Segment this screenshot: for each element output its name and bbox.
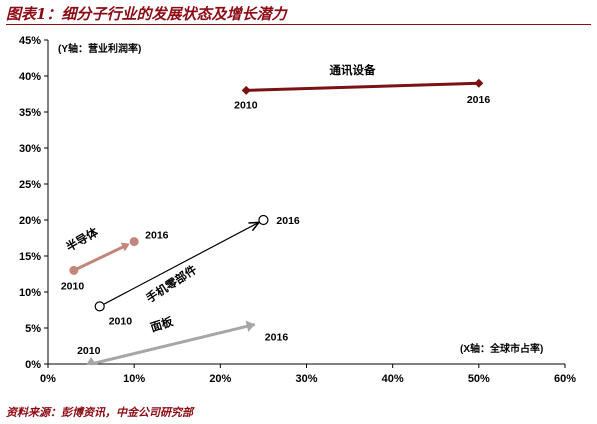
y-tick-label: 40% <box>19 71 41 83</box>
title-divider <box>6 24 591 25</box>
x-axis-label: (X轴：全球市占率) <box>460 342 543 355</box>
y-tick-label: 15% <box>19 251 41 263</box>
x-tick-label: 20% <box>209 373 231 385</box>
end-year-label: 2016 <box>276 215 300 227</box>
series-0: 2010 2016 通讯设备 <box>234 63 490 112</box>
series-line <box>73 244 125 272</box>
x-tick-label: 10% <box>123 373 145 385</box>
start-point-marker <box>241 85 251 95</box>
end-year-label: 2016 <box>145 230 169 242</box>
chart-series-layer: 2010 2016通讯设备20102016半导体20102016手机零部件2010… <box>61 63 490 366</box>
x-tick-label: 60% <box>554 373 576 385</box>
start-point-marker <box>86 357 97 365</box>
series-line <box>90 322 256 366</box>
start-year-label: 2010 <box>234 99 258 111</box>
series-name-label: 面板 <box>149 314 176 335</box>
y-tick-label: 10% <box>19 287 41 299</box>
y-tick-label: 0% <box>25 359 41 371</box>
end-point-marker <box>129 237 139 247</box>
x-tick-label: 30% <box>295 373 317 385</box>
series-1: 2010 2016 半导体 <box>61 225 169 293</box>
series-line <box>246 81 479 92</box>
x-tick-label: 50% <box>468 373 490 385</box>
end-point-marker <box>474 78 484 88</box>
end-year-label: 2016 <box>265 331 289 343</box>
y-tick-label: 5% <box>25 323 41 335</box>
end-point-marker <box>258 214 269 226</box>
end-year-label: 2016 <box>467 94 491 106</box>
y-axis-label: (Y轴：营业利润率) <box>58 42 141 55</box>
end-point-marker <box>245 320 255 333</box>
series-line <box>103 222 259 305</box>
start-point-marker <box>69 265 79 275</box>
start-point-marker <box>94 301 105 312</box>
y-tick-label: 30% <box>19 143 41 155</box>
arrowhead <box>120 242 130 252</box>
y-tick-label: 45% <box>19 35 41 47</box>
start-year-label: 2010 <box>77 345 101 357</box>
chart-title: 图表1：细分子行业的发展状态及增长潜力 <box>6 5 287 23</box>
y-tick-label: 20% <box>19 215 41 227</box>
series-name-label: 半导体 <box>64 225 101 255</box>
start-year-label: 2010 <box>109 315 133 327</box>
y-tick-label: 35% <box>19 107 41 119</box>
series-name-label: 通讯设备 <box>330 63 376 77</box>
chart-axes: 0% 5% 10% 15% 20% 25% 30% 35% 40% 45% 0% 10% 20% 30% 4… <box>19 35 576 385</box>
y-tick-label: 25% <box>19 179 41 191</box>
x-tick-label: 40% <box>382 373 404 385</box>
x-tick-label: 0% <box>40 373 56 385</box>
start-year-label: 2010 <box>61 280 85 292</box>
source-note: 资料来源：彭博资讯，中金公司研究部 <box>6 406 193 419</box>
